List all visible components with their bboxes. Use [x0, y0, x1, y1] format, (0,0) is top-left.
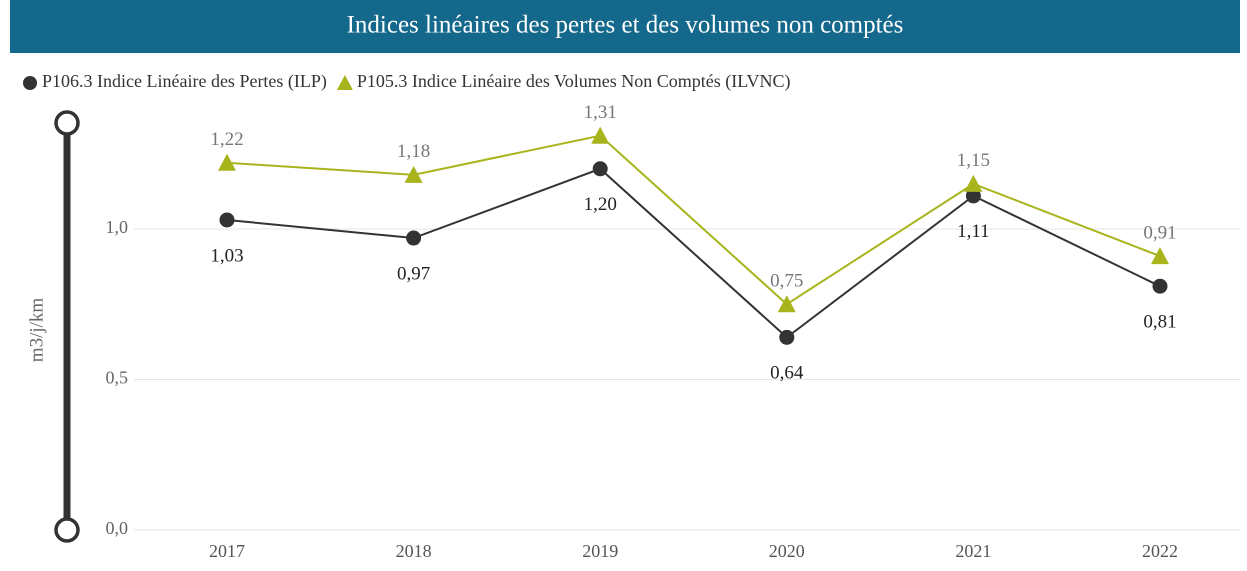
point: [219, 212, 235, 228]
slider-handle[interactable]: [54, 110, 80, 136]
point: [779, 329, 795, 345]
legend-label: P105.3 Indice Linéaire des Volumes Non C…: [357, 71, 791, 92]
series-line: [226, 134, 1161, 306]
data-label: 0,81: [1143, 312, 1176, 333]
x-tick-label: 2018: [396, 541, 432, 561]
y-tick-label: 0,5: [106, 368, 129, 388]
title-bar: [10, 0, 1240, 53]
data-label: 1,15: [957, 150, 990, 171]
point: [965, 188, 981, 204]
y-tick-label: 0,0: [106, 518, 129, 538]
point: [964, 174, 983, 192]
point: [1151, 247, 1169, 265]
data-label: 1,20: [584, 194, 617, 215]
data-label: 1,31: [584, 102, 617, 123]
point: [591, 126, 610, 144]
point: [404, 165, 423, 183]
x-tick-label: 2021: [955, 541, 991, 561]
x-tick-label: 2022: [1142, 541, 1178, 561]
chart-title: Indices linéaires des pertes et des volu…: [347, 12, 904, 39]
data-label: 1,22: [210, 129, 243, 150]
data-label: 0,97: [397, 263, 430, 284]
data-label: 0,75: [770, 271, 803, 292]
data-label: 1,11: [957, 221, 990, 242]
x-tick-label: 2019: [582, 541, 618, 561]
legend-marker: [336, 75, 353, 90]
x-tick-label: 2017: [209, 541, 245, 561]
legend-label: P106.3 Indice Linéaire des Pertes (ILP): [42, 71, 327, 92]
y-axis-label: m3/j/km: [26, 298, 47, 363]
data-label: 0,91: [1143, 222, 1176, 243]
data-label: 0,64: [770, 363, 804, 384]
point: [406, 230, 422, 246]
slider-handle[interactable]: [54, 517, 80, 543]
data-label: 1,18: [397, 141, 430, 162]
point: [218, 153, 236, 171]
legend-marker: [23, 76, 37, 90]
x-tick-label: 2020: [769, 541, 805, 561]
point: [592, 161, 608, 177]
point: [1152, 278, 1168, 294]
data-label: 1,03: [210, 245, 243, 266]
y-tick-label: 1,0: [106, 217, 129, 237]
series-line: [226, 167, 1161, 339]
point: [777, 295, 796, 313]
